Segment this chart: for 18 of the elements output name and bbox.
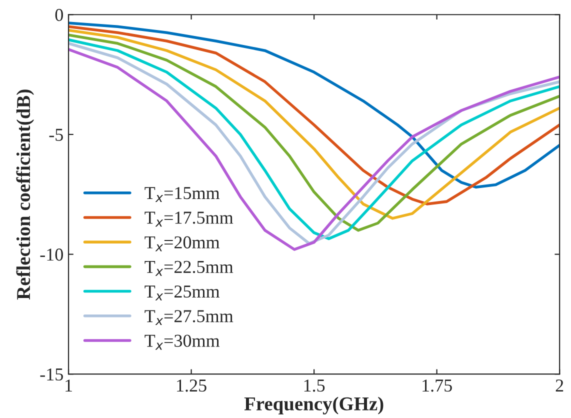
legend-label: T$_{x}$=30mm — [144, 334, 220, 350]
legend-label: T$_{x}$=27.5mm — [144, 310, 234, 326]
x-tick-label: 1 — [66, 380, 72, 392]
y-tick-label: -15 — [40, 368, 63, 381]
legend-label: T$_{x}$=17.5mm — [144, 212, 234, 227]
y-tick-label: -5 — [49, 128, 63, 141]
legend-label: T$_{x}$=25mm — [144, 286, 220, 300]
y-axis-title: Reflection coefficient(dB) — [16, 90, 34, 300]
x-tick-label: 1.25 — [177, 380, 206, 392]
x-tick-label: 2 — [556, 380, 564, 392]
legend-label: T$_{x}$=20mm — [144, 236, 220, 252]
x-tick-label: 1.5 — [304, 380, 325, 392]
legend-label: T$_{x}$=15mm — [144, 187, 220, 202]
x-tick-label: 1.75 — [422, 380, 452, 392]
y-tick-label: 0 — [55, 8, 63, 22]
y-tick-label: -10 — [40, 248, 63, 261]
x-axis-title: Frequency(GHz) — [244, 396, 384, 414]
legend-label: T$_{x}$=22.5mm — [144, 260, 234, 276]
